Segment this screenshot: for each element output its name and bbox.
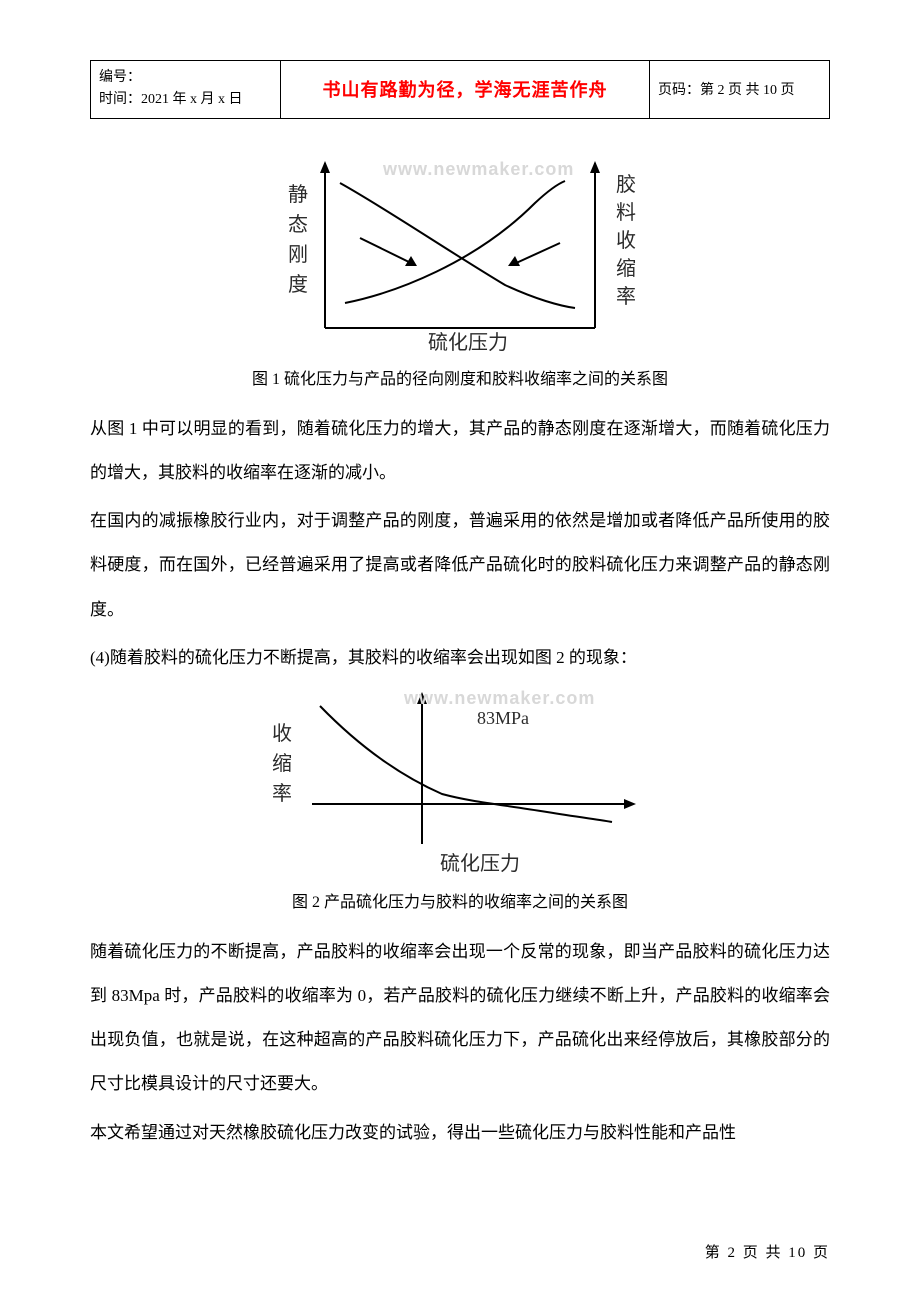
header-left-cell: 编号： 时间：2021 年 x 月 x 日	[91, 61, 281, 119]
doc-number-label: 编号：	[99, 67, 272, 89]
fig1-yleft-char1: 静	[288, 183, 308, 206]
fig1-yleft-char3: 刚	[288, 243, 308, 266]
header-motto: 书山有路勤为径，学海无涯苦作舟	[323, 80, 608, 100]
figure-1: 静 态 刚 度 胶 料 收 缩 率 www.	[270, 153, 650, 353]
page: 编号： 时间：2021 年 x 月 x 日 书山有路勤为径，学海无涯苦作舟 页码…	[0, 0, 920, 1302]
fig1-yright-char2: 料	[616, 201, 636, 224]
fig1-yleft-char2: 态	[288, 213, 308, 236]
paragraph-5: 本文希望通过对天然橡胶硫化压力改变的试验，得出一些硫化压力与胶料性能和产品性	[90, 1111, 830, 1155]
fig1-plot: www.newmaker.com	[320, 159, 600, 328]
fig1-yright-char5: 率	[616, 285, 636, 308]
fig1-arrow-left	[360, 238, 417, 266]
figure-2: 收 缩 率 www.newmaker.com 83MPa	[250, 686, 670, 876]
header-page-label: 页码：第 2 页 共 10 页	[658, 83, 795, 98]
fig2-xlabel: 硫化压力	[440, 852, 520, 875]
paragraph-1: 从图 1 中可以明显的看到，随着硫化压力的增大，其产品的静态刚度在逐渐增大，而随…	[90, 407, 830, 495]
fig2-annotation: 83MPa	[477, 708, 529, 728]
paragraph-2: 在国内的减振橡胶行业内，对于调整产品的刚度，普遍采用的依然是增加或者降低产品所使…	[90, 499, 830, 632]
fig1-xlabel: 硫化压力	[428, 331, 508, 353]
fig2-plot: www.newmaker.com 83MPa	[312, 688, 636, 844]
header-middle-cell: 书山有路勤为径，学海无涯苦作舟	[281, 61, 650, 119]
fig1-arrow-right	[508, 243, 560, 266]
fig2-ylabel-char1: 收	[272, 722, 292, 745]
fig1-curve-stiffness	[345, 181, 565, 303]
figure-1-caption: 图 1 硫化压力与产品的径向刚度和胶料收缩率之间的关系图	[90, 365, 830, 389]
fig2-ylabel-char3: 率	[272, 782, 292, 805]
fig1-watermark: www.newmaker.com	[382, 159, 574, 179]
paragraph-4: 随着硫化压力的不断提高，产品胶料的收缩率会出现一个反常的现象，即当产品胶料的硫化…	[90, 930, 830, 1107]
fig1-yleft-char4: 度	[288, 273, 308, 296]
header-right-cell: 页码：第 2 页 共 10 页	[650, 61, 830, 119]
fig1-yright-char1: 胶	[616, 173, 636, 196]
figure-2-wrap: 收 缩 率 www.newmaker.com 83MPa	[90, 680, 830, 876]
figure-2-caption: 图 2 产品硫化压力与胶料的收缩率之间的关系图	[90, 888, 830, 912]
paragraph-3: (4)随着胶料的硫化压力不断提高，其胶料的收缩率会出现如图 2 的现象：	[90, 636, 830, 680]
header-table: 编号： 时间：2021 年 x 月 x 日 书山有路勤为径，学海无涯苦作舟 页码…	[90, 60, 830, 119]
fig2-watermark: www.newmaker.com	[403, 688, 595, 708]
fig2-ylabel-char2: 缩	[272, 752, 292, 775]
fig1-yright-char3: 收	[616, 229, 636, 252]
document-body: 静 态 刚 度 胶 料 收 缩 率 www.	[90, 153, 830, 1155]
fig1-yright-char4: 缩	[616, 257, 636, 280]
doc-date-label: 时间：2021 年 x 月 x 日	[99, 89, 272, 111]
figure-1-wrap: 静 态 刚 度 胶 料 收 缩 率 www.	[90, 153, 830, 353]
page-footer: 第 2 页 共 10 页	[705, 1241, 830, 1262]
